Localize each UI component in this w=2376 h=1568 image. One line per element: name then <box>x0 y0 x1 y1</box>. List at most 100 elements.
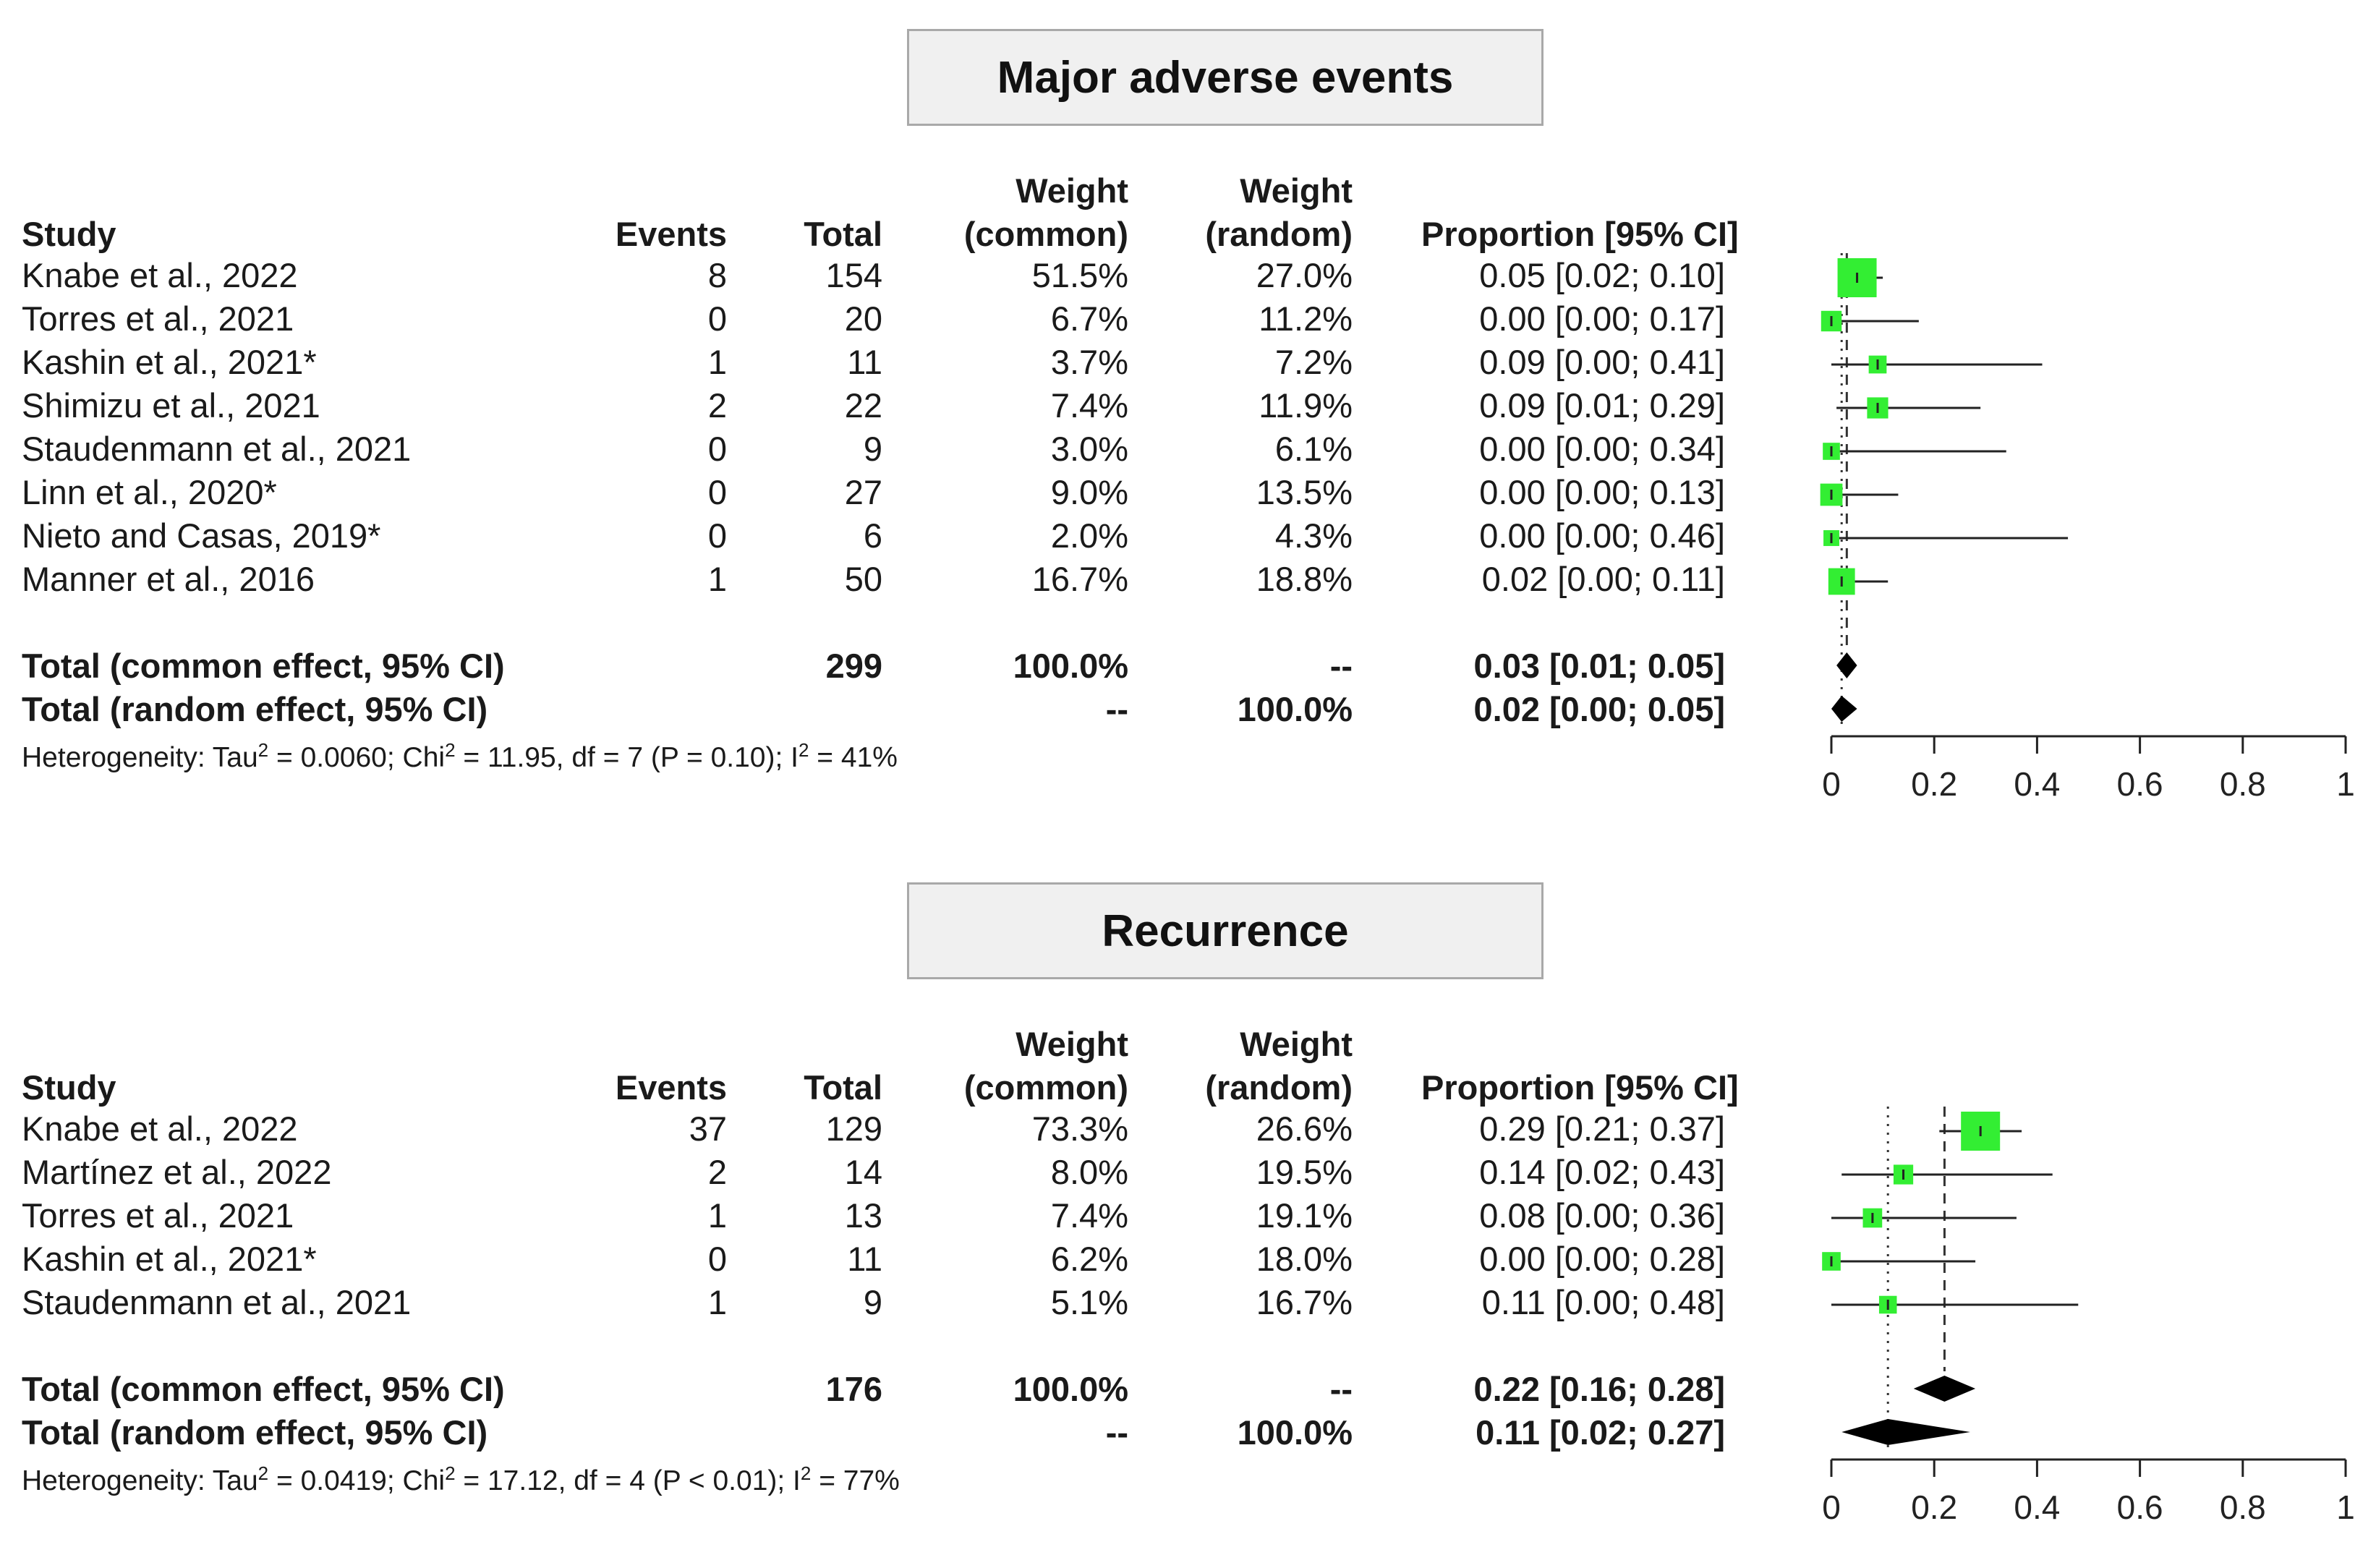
proportion-ci-value: 0.09 [0.01; 0.29] <box>1479 386 1725 425</box>
weight-common-value: 6.7% <box>1050 299 1128 338</box>
panel-title: Recurrence <box>907 882 1543 979</box>
total-value: 11 <box>847 343 882 381</box>
weight-random-value: 11.9% <box>1259 386 1353 425</box>
total-value: 6 <box>863 516 882 555</box>
study-name: Kashin et al., 2021* <box>22 1240 317 1278</box>
events-value: 1 <box>707 1283 727 1321</box>
study-name: Manner et al., 2016 <box>22 560 315 598</box>
x-tick-label: 0.8 <box>2220 765 2266 803</box>
random-effect-diamond <box>1841 1419 1970 1445</box>
forest-panel-recurrence: Recurrence Study Events Total Weight (co… <box>0 853 2376 1568</box>
random-effect-diamond <box>1831 696 1857 722</box>
x-tick-label: 0.6 <box>2117 765 2163 803</box>
events-value: 8 <box>707 256 727 294</box>
proportion-ci-value: 0.00 [0.00; 0.28] <box>1479 1240 1725 1278</box>
heterogeneity-stats: Heterogeneity: Tau2 = 0.0419; Chi2 = 17.… <box>22 1462 900 1496</box>
events-value: 1 <box>707 343 727 381</box>
common-effect-diamond <box>1913 1376 1976 1402</box>
total-common-ci: 0.22 [0.16; 0.28] <box>1473 1370 1726 1408</box>
total-common-ci: 0.03 [0.01; 0.05] <box>1473 647 1726 685</box>
header-events: Events <box>615 215 727 253</box>
events-value: 0 <box>707 430 727 468</box>
total-common-weight-common: 100.0% <box>1013 647 1128 685</box>
events-value: 0 <box>707 516 727 555</box>
total-value: 14 <box>844 1153 882 1191</box>
total-random-label: Total (random effect, 95% CI) <box>22 1413 488 1452</box>
study-name: Nieto and Casas, 2019* <box>22 516 381 555</box>
total-common-weight-random: -- <box>1329 647 1353 685</box>
proportion-ci-value: 0.11 [0.00; 0.48] <box>1481 1283 1725 1321</box>
header-weight-random: Weight <box>1240 171 1353 210</box>
header-events: Events <box>615 1068 727 1107</box>
total-value: 20 <box>844 299 882 338</box>
x-tick-label: 0.4 <box>2014 1488 2060 1526</box>
total-common-weight-random: -- <box>1329 1370 1353 1408</box>
weight-common-value: 7.4% <box>1050 386 1128 425</box>
proportion-ci-value: 0.02 [0.00; 0.11] <box>1481 560 1725 598</box>
total-value: 22 <box>844 386 882 425</box>
header-common: (common) <box>963 215 1128 253</box>
study-name: Martínez et al., 2022 <box>22 1153 332 1191</box>
events-value: 0 <box>707 473 727 511</box>
weight-common-value: 6.2% <box>1050 1240 1128 1278</box>
proportion-ci-value: 0.00 [0.00; 0.17] <box>1479 299 1725 338</box>
x-tick-label: 0 <box>1822 1488 1841 1526</box>
events-value: 0 <box>707 1240 727 1278</box>
x-tick-label: 1 <box>2336 1488 2355 1526</box>
study-name: Knabe et al., 2022 <box>22 1109 298 1148</box>
weight-random-value: 19.5% <box>1256 1153 1353 1191</box>
x-tick-label: 1 <box>2336 765 2355 803</box>
study-name: Torres et al., 2021 <box>22 1196 294 1235</box>
panel-title: Major adverse events <box>907 29 1543 126</box>
proportion-ci-value: 0.14 [0.02; 0.43] <box>1479 1153 1725 1191</box>
total-value: 13 <box>844 1196 882 1235</box>
events-value: 2 <box>707 1153 727 1191</box>
weight-common-value: 51.5% <box>1031 256 1128 294</box>
common-effect-diamond <box>1836 652 1857 678</box>
weight-common-value: 3.0% <box>1050 430 1128 468</box>
weight-random-value: 4.3% <box>1274 516 1353 555</box>
header-total: Total <box>804 1068 882 1107</box>
weight-common-value: 2.0% <box>1050 516 1128 555</box>
total-common-total: 176 <box>825 1370 882 1408</box>
weight-random-value: 13.5% <box>1256 473 1353 511</box>
total-value: 11 <box>847 1240 882 1278</box>
total-random-ci: 0.11 [0.02; 0.27] <box>1476 1413 1725 1452</box>
total-value: 9 <box>863 430 882 468</box>
x-tick-label: 0.8 <box>2220 1488 2266 1526</box>
header-weight-common: Weight <box>1015 171 1128 210</box>
proportion-ci-value: 0.29 [0.21; 0.37] <box>1479 1109 1725 1148</box>
weight-random-value: 6.1% <box>1274 430 1353 468</box>
total-value: 129 <box>825 1109 882 1148</box>
header-random: (random) <box>1205 1068 1353 1107</box>
weight-random-value: 11.2% <box>1259 299 1353 338</box>
total-value: 154 <box>825 256 882 294</box>
total-random-label: Total (random effect, 95% CI) <box>22 690 488 728</box>
weight-common-value: 5.1% <box>1050 1283 1128 1321</box>
x-tick-label: 0.2 <box>1911 1488 1957 1526</box>
proportion-ci-value: 0.09 [0.00; 0.41] <box>1479 343 1725 381</box>
total-random-weight-common: -- <box>1105 1413 1128 1452</box>
total-random-ci: 0.02 [0.00; 0.05] <box>1473 690 1726 728</box>
total-value: 27 <box>844 473 882 511</box>
proportion-ci-value: 0.00 [0.00; 0.13] <box>1479 473 1725 511</box>
x-tick-label: 0.4 <box>2014 765 2060 803</box>
header-weight-common: Weight <box>1015 1025 1128 1063</box>
header-proportion: Proportion [95% CI] <box>1421 215 1739 253</box>
proportion-ci-value: 0.05 [0.02; 0.10] <box>1479 256 1725 294</box>
weight-random-value: 18.8% <box>1256 560 1353 598</box>
weight-random-value: 18.0% <box>1256 1240 1353 1278</box>
forest-plot: 0 0.2 0.4 0.6 0.8 1 <box>1822 1107 2355 1526</box>
events-value: 1 <box>707 560 727 598</box>
total-random-weight-random: 100.0% <box>1237 1413 1353 1452</box>
study-name: Kashin et al., 2021* <box>22 343 317 381</box>
weight-common-value: 73.3% <box>1031 1109 1128 1148</box>
study-name: Linn et al., 2020* <box>22 473 277 511</box>
header-study: Study <box>22 1068 116 1107</box>
weight-random-value: 16.7% <box>1256 1283 1353 1321</box>
x-tick-label: 0 <box>1822 765 1841 803</box>
study-name: Staudenmann et al., 2021 <box>22 430 412 468</box>
heterogeneity-stats: Heterogeneity: Tau2 = 0.0060; Chi2 = 11.… <box>22 739 898 773</box>
events-value: 1 <box>707 1196 727 1235</box>
study-name: Staudenmann et al., 2021 <box>22 1283 412 1321</box>
